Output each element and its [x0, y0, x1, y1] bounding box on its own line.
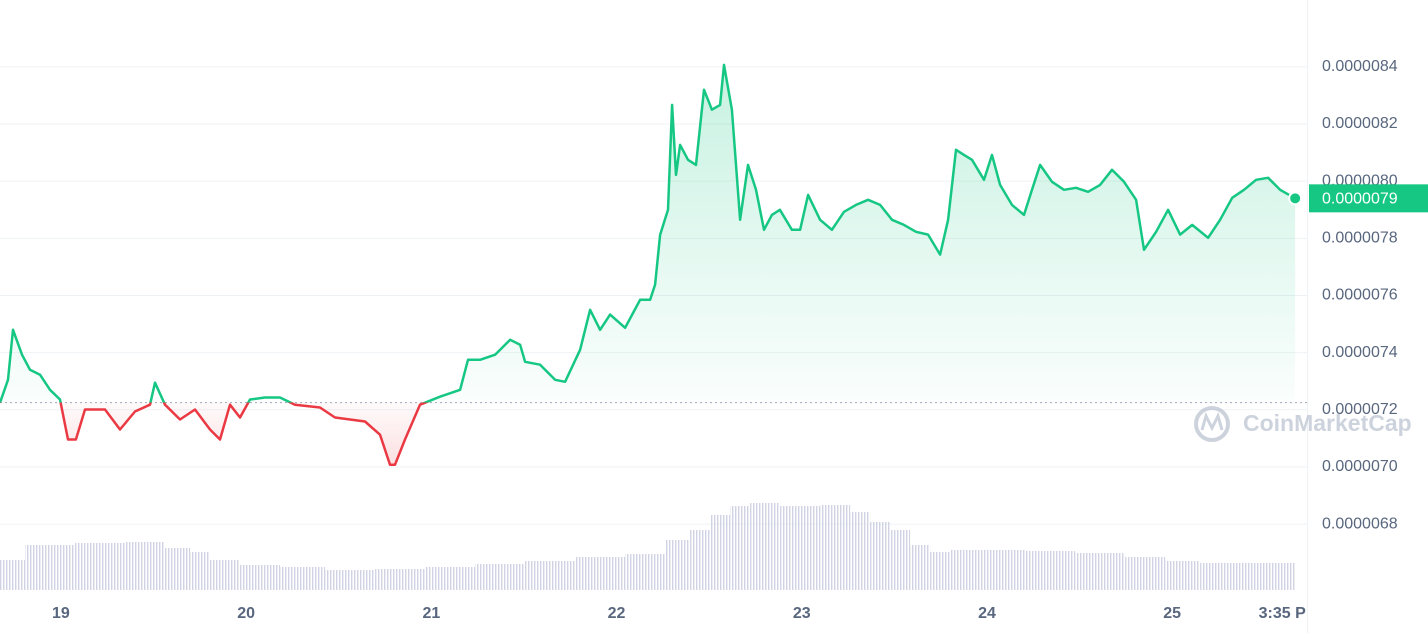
volume-bar [190, 552, 211, 590]
volume-bar [820, 505, 851, 590]
volume-bar [690, 530, 711, 590]
y-tick-label: 0.0000068 [1322, 515, 1398, 532]
volume-bar [165, 548, 191, 590]
volume-bar [870, 522, 891, 590]
y-tick-label: 0.0000076 [1322, 287, 1398, 304]
watermark: CoinMarketCap [1194, 406, 1412, 442]
last-price-dot [1288, 191, 1303, 206]
x-tick-label: 23 [793, 605, 811, 622]
volume-bar [1025, 551, 1076, 590]
y-tick-label: 0.0000078 [1322, 230, 1398, 247]
y-tick-label: 0.0000084 [1322, 58, 1398, 75]
volume-bar [1277, 563, 1296, 590]
volume-bar [0, 560, 26, 590]
volume-bar [780, 506, 821, 590]
volume-bar [475, 564, 526, 590]
y-tick-label: 0.0000082 [1322, 115, 1398, 132]
volume-bar [890, 530, 911, 590]
volume-bar [1240, 563, 1278, 590]
volume-bar [750, 503, 781, 590]
volume-bar [930, 552, 951, 590]
volume-bar [575, 557, 626, 590]
x-tick-label: 24 [978, 605, 996, 622]
volume-bar [525, 561, 576, 590]
volume-bar [325, 570, 376, 590]
volume-bar [1075, 553, 1126, 590]
volume-bar [625, 554, 666, 590]
y-tick-label: 0.0000072 [1322, 401, 1398, 418]
volume-bar [730, 506, 751, 590]
watermark-logo [1194, 406, 1230, 442]
y-tick-label: 0.0000074 [1322, 344, 1398, 361]
volume-bar [210, 560, 241, 590]
x-tick-label: 25 [1163, 605, 1181, 622]
volume-bar [240, 565, 281, 590]
volume-bar [910, 545, 931, 590]
volume-bar [850, 512, 871, 590]
x-axis: 19 20 21 22 23 24 25 3:35 P [52, 605, 1306, 622]
watermark-text: CoinMarketCap [1243, 410, 1412, 436]
volume-bar [1200, 563, 1241, 590]
price-tag [1309, 184, 1428, 213]
volume-bar [425, 567, 476, 590]
volume-bar [980, 550, 1026, 590]
y-tick-label: 0.0000070 [1322, 458, 1398, 475]
x-tick-label: 21 [422, 605, 440, 622]
x-tick-label: 22 [608, 605, 626, 622]
volume-bar [125, 542, 166, 590]
x-tick-label: 19 [52, 605, 70, 622]
volume-bar [710, 515, 731, 590]
volume-bar [950, 550, 981, 590]
volume-bar [1165, 561, 1201, 590]
price-line [0, 63, 1296, 466]
x-tick-label: 20 [237, 605, 255, 622]
volume-bar [25, 545, 76, 590]
watermark-logo-mark [1200, 411, 1224, 432]
volume-bar [665, 540, 691, 590]
price-area [0, 64, 1296, 465]
volume-bar [1125, 557, 1166, 590]
x-tick-label: 3:35 P [1259, 605, 1306, 622]
price-tag-label: 0.0000079 [1322, 191, 1398, 208]
volume-bar [280, 567, 326, 590]
volume-bar [75, 543, 126, 590]
volume-bar [375, 569, 426, 590]
